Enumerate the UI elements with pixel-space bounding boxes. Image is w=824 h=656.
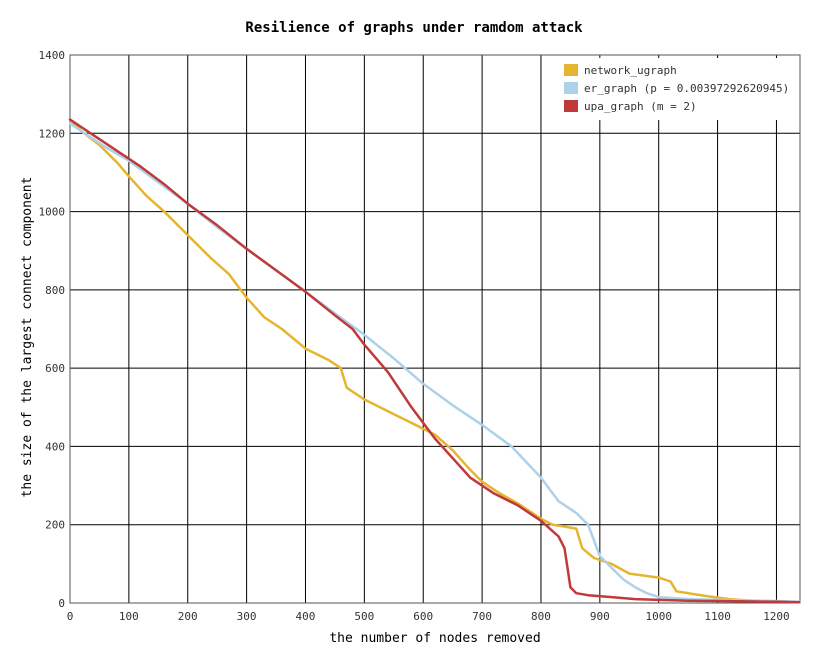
x-tick-label: 500 [354, 610, 374, 623]
legend-box [556, 58, 796, 120]
x-tick-label: 400 [296, 610, 316, 623]
x-tick-label: 900 [590, 610, 610, 623]
x-tick-label: 0 [67, 610, 74, 623]
legend-label: upa_graph (m = 2) [584, 100, 697, 113]
series-line-0 [68, 118, 801, 604]
y-axis-label: the size of the largest connect componen… [20, 177, 35, 498]
legend-swatch [564, 64, 578, 76]
tick-layer: 0 100 200 300 400 500 600 700 800 900 1000 1100 1200… [39, 49, 790, 623]
series-line-2 [68, 118, 801, 604]
y-tick-label: 400 [45, 440, 65, 453]
legend: network_ugraph er_graph (p = 0.0039729262… [556, 58, 796, 120]
grid [70, 55, 800, 603]
series-layer [68, 118, 801, 604]
y-tick-label: 600 [45, 362, 65, 375]
x-axis-label: the number of nodes removed [329, 631, 540, 646]
y-tick-label: 0 [58, 597, 65, 610]
plot-frame [69, 54, 801, 604]
chart-title: Resilience of graphs under ramdom attack [245, 20, 583, 36]
x-tick-label: 200 [178, 610, 198, 623]
y-tick-label: 1200 [39, 127, 66, 140]
legend-swatch [564, 82, 578, 94]
x-tick-label: 100 [119, 610, 139, 623]
y-tick-label: 800 [45, 284, 65, 297]
y-tick-label: 1000 [39, 206, 66, 219]
legend-swatch [564, 100, 578, 112]
x-tick-label: 300 [237, 610, 257, 623]
x-tick-label: 600 [413, 610, 433, 623]
x-tick-label: 1200 [763, 610, 790, 623]
x-tick-label: 1100 [704, 610, 731, 623]
x-tick-label: 800 [531, 610, 551, 623]
legend-label: er_graph (p = 0.00397292620945) [584, 82, 789, 95]
x-tick-label: 700 [472, 610, 492, 623]
x-tick-label: 1000 [645, 610, 672, 623]
y-tick-label: 200 [45, 519, 65, 532]
legend-label: network_ugraph [584, 64, 677, 77]
y-tick-label: 1400 [39, 49, 66, 62]
